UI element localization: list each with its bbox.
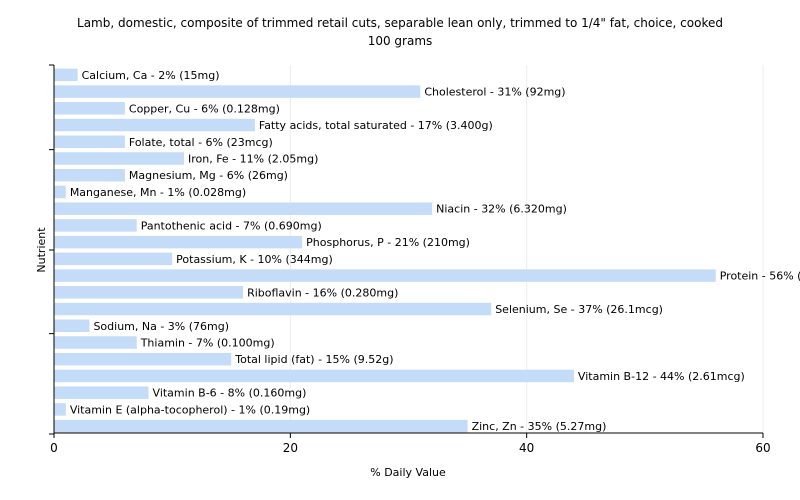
bar <box>54 102 125 115</box>
bar <box>54 269 716 282</box>
x-tick-label: 0 <box>50 441 58 455</box>
x-tick-label: 20 <box>283 441 298 455</box>
bar <box>54 185 66 199</box>
bar-data-label: Total lipid (fat) - 15% (9.52g) <box>234 353 393 366</box>
bar <box>54 85 421 98</box>
bar <box>54 302 492 316</box>
bar-data-label: Niacin - 32% (6.320mg) <box>436 203 567 216</box>
bar-data-label: Cholesterol - 31% (92mg) <box>424 86 565 99</box>
bar-data-label: Pantothenic acid - 7% (0.690mg) <box>141 219 322 232</box>
bar-data-label: Calcium, Ca - 2% (15mg) <box>82 69 220 82</box>
x-tick-label: 60 <box>755 441 770 455</box>
bar <box>54 152 184 165</box>
bar <box>54 419 468 433</box>
bar <box>54 386 149 399</box>
bar-data-label: Folate, total - 6% (23mcg) <box>129 136 273 149</box>
bar-data-label: Iron, Fe - 11% (2.05mg) <box>188 153 318 166</box>
bar-data-label: Phosphorus, P - 21% (210mg) <box>306 236 470 249</box>
bar <box>54 68 78 82</box>
y-axis-label: Nutrient <box>35 227 48 273</box>
bar-data-label: Magnesium, Mg - 6% (26mg) <box>129 169 288 182</box>
bar-data-label: Potassium, K - 10% (344mg) <box>176 253 333 266</box>
bar <box>54 336 137 349</box>
bars-group: Calcium, Ca - 2% (15mg) Cholesterol - 31%… <box>54 68 800 433</box>
bar <box>54 252 173 266</box>
bar <box>54 286 244 299</box>
bar <box>54 118 255 132</box>
bar <box>54 319 90 333</box>
bar-data-label: Thiamin - 7% (0.100mg) <box>140 337 275 350</box>
bar-data-label: Riboflavin - 16% (0.280mg) <box>247 286 398 299</box>
bar <box>54 168 125 182</box>
bar-data-label: Vitamin B-6 - 8% (0.160mg) <box>153 387 307 400</box>
bar-data-label: Protein - 56% (28.22g) <box>720 270 800 283</box>
bar-data-label: Fatty acids, total saturated - 17% (3.40… <box>259 119 493 132</box>
bar-data-label: Vitamin B-12 - 44% (2.61mcg) <box>578 370 745 383</box>
bar-data-label: Zinc, Zn - 35% (5.27mg) <box>472 420 607 433</box>
bar-data-label: Manganese, Mn - 1% (0.028mg) <box>70 186 246 199</box>
bar-data-label: Selenium, Se - 37% (26.1mcg) <box>495 303 663 316</box>
bar <box>54 403 66 416</box>
bar <box>54 352 232 366</box>
bar <box>54 135 125 149</box>
bar <box>54 369 574 383</box>
bar-data-label: Copper, Cu - 6% (0.128mg) <box>129 102 280 115</box>
x-tick-label: 40 <box>519 441 534 455</box>
x-axis-label: % Daily Value <box>370 466 446 479</box>
chart-title: Lamb, domestic, composite of trimmed ret… <box>77 16 723 30</box>
bar <box>54 219 137 232</box>
bar-data-label: Sodium, Na - 3% (76mg) <box>93 320 229 333</box>
axes-group: 0 20 40 60 <box>49 64 771 455</box>
bar <box>54 202 433 215</box>
chart-subtitle: 100 grams <box>368 34 433 48</box>
bar-data-label: Vitamin E (alpha-tocopherol) - 1% (0.19m… <box>70 403 310 416</box>
bar <box>54 235 303 249</box>
